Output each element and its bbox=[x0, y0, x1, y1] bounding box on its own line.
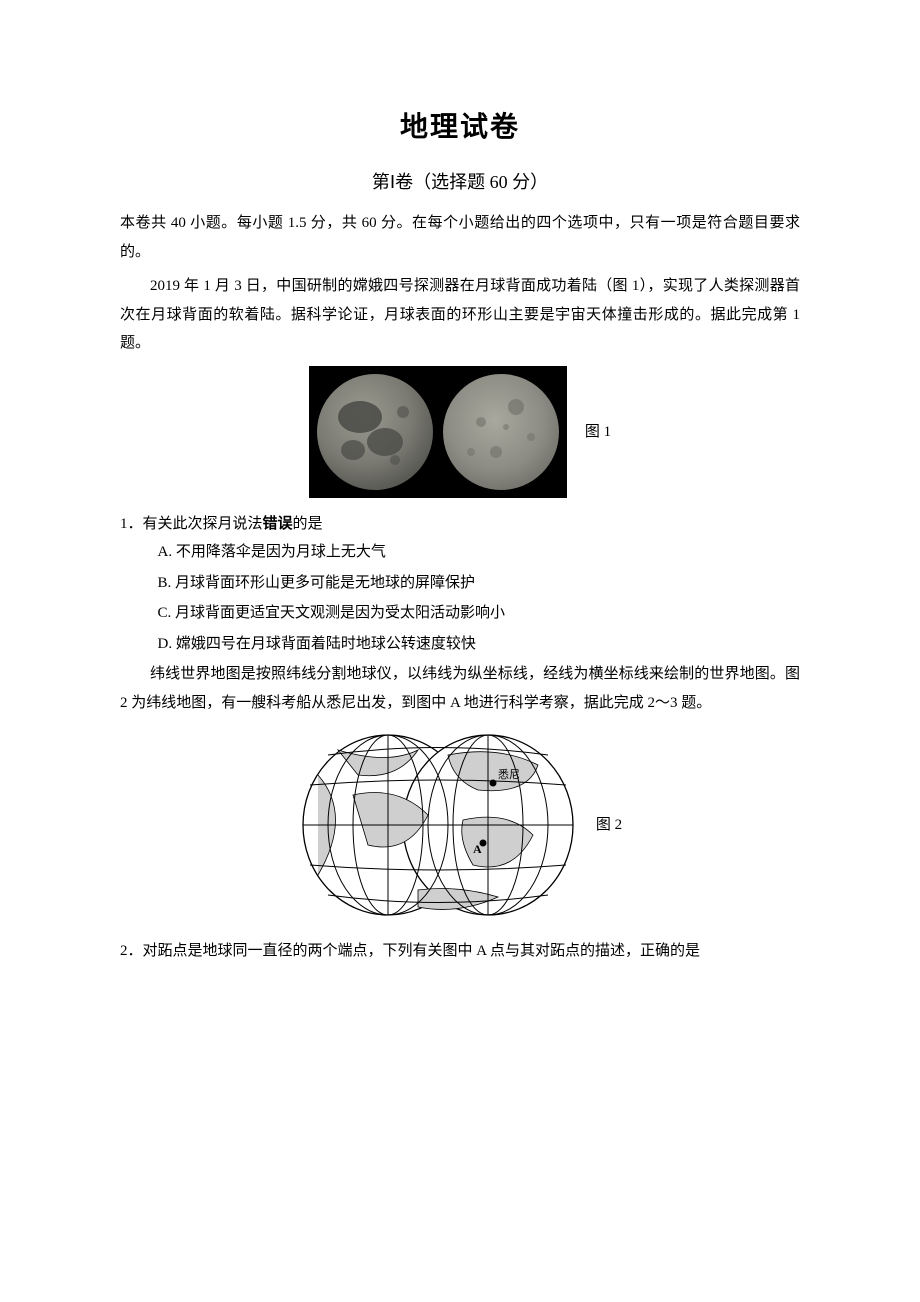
q1-bold: 错误 bbox=[263, 515, 293, 532]
q1-option-a: A. 不用降落伞是因为月球上无大气 bbox=[158, 538, 801, 567]
question-1-options: A. 不用降落伞是因为月球上无大气 B. 月球背面环形山更多可能是无地球的屏障保… bbox=[158, 538, 801, 658]
figure-1-row: 图 1 bbox=[120, 366, 800, 498]
section-subtitle: 第Ⅰ卷（选择题 60 分） bbox=[120, 165, 800, 199]
q1-option-d: D. 嫦娥四号在月球背面着陆时地球公转速度较快 bbox=[158, 630, 801, 659]
latitude-map-icon: 悉尼 A bbox=[298, 725, 578, 925]
q1-option-b: B. 月球背面环形山更多可能是无地球的屏障保护 bbox=[158, 569, 801, 598]
q1-number: 1． bbox=[120, 516, 143, 532]
q2-number: 2． bbox=[120, 943, 143, 959]
intro-text: 本卷共 40 小题。每小题 1.5 分，共 60 分。在每个小题给出的四个选项中… bbox=[120, 209, 800, 266]
q1-post: 的是 bbox=[293, 516, 323, 532]
moon-front-icon bbox=[315, 372, 435, 492]
q1-option-c: C. 月球背面更适宜天文观测是因为受太阳活动影响小 bbox=[158, 599, 801, 628]
page-title: 地理试卷 bbox=[120, 100, 800, 153]
passage-1: 2019 年 1 月 3 日，中国研制的嫦娥四号探测器在月球背面成功着陆（图 1… bbox=[120, 272, 800, 358]
moon-image-box bbox=[309, 366, 567, 498]
q2-stem: 对跖点是地球同一直径的两个端点，下列有关图中 A 点与其对跖点的描述，正确的是 bbox=[143, 943, 701, 959]
map-city-label: 悉尼 bbox=[498, 768, 520, 781]
map-point-a-label: A bbox=[473, 842, 482, 856]
question-2-stem: 2．对跖点是地球同一直径的两个端点，下列有关图中 A 点与其对跖点的描述，正确的… bbox=[120, 937, 800, 966]
q1-pre: 有关此次探月说法 bbox=[143, 516, 263, 532]
question-1-stem: 1．有关此次探月说法错误的是 bbox=[120, 510, 800, 539]
figure-2-row: 悉尼 A 图 2 bbox=[120, 725, 800, 925]
passage-2: 纬线世界地图是按照纬线分割地球仪，以纬线为纵坐标线，经线为横坐标线来绘制的世界地… bbox=[120, 660, 800, 717]
moon-back-icon bbox=[441, 372, 561, 492]
figure-1-label: 图 1 bbox=[585, 418, 611, 447]
figure-2-label: 图 2 bbox=[596, 811, 622, 840]
